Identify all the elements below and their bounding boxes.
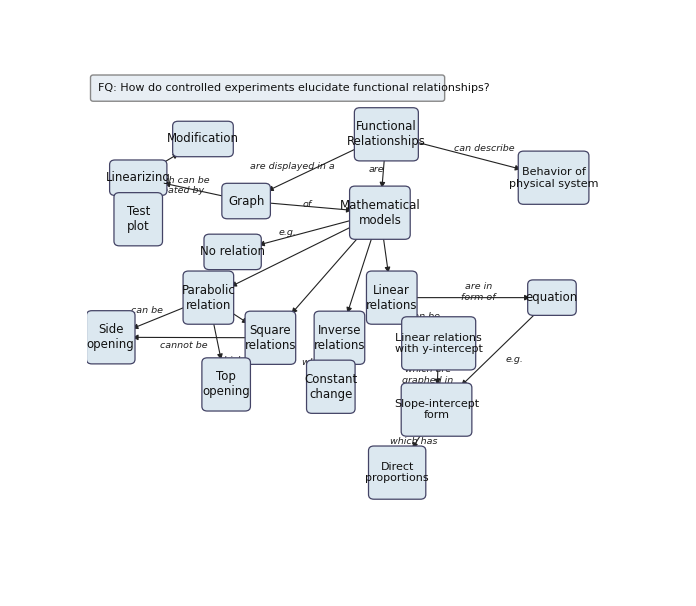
Text: Linear relations
with y-intercept: Linear relations with y-intercept xyxy=(395,333,482,354)
FancyBboxPatch shape xyxy=(314,311,365,364)
Text: of: of xyxy=(303,200,312,209)
FancyBboxPatch shape xyxy=(528,280,576,315)
Text: e.g.: e.g. xyxy=(506,355,523,364)
FancyBboxPatch shape xyxy=(86,311,135,364)
Text: Test
plot: Test plot xyxy=(127,205,150,233)
Text: FQ: How do controlled experiments elucidate functional relationships?: FQ: How do controlled experiments elucid… xyxy=(97,83,489,93)
Text: equation: equation xyxy=(526,291,578,304)
Text: are: are xyxy=(368,165,384,174)
Text: Side
opening: Side opening xyxy=(87,323,134,351)
FancyBboxPatch shape xyxy=(204,234,261,270)
Text: which have: which have xyxy=(301,359,356,367)
Text: e.g.: e.g. xyxy=(278,228,296,238)
Text: which are
graphed in: which are graphed in xyxy=(402,365,454,385)
Text: Slope-intercept
form: Slope-intercept form xyxy=(394,399,479,421)
Text: Inverse
relations: Inverse relations xyxy=(314,324,365,351)
FancyBboxPatch shape xyxy=(173,121,233,157)
FancyBboxPatch shape xyxy=(349,186,410,239)
Text: Behavior of
physical system: Behavior of physical system xyxy=(509,167,599,188)
FancyBboxPatch shape xyxy=(354,108,418,161)
Text: which has: which has xyxy=(390,437,437,446)
FancyBboxPatch shape xyxy=(109,160,167,196)
FancyBboxPatch shape xyxy=(202,358,251,411)
FancyBboxPatch shape xyxy=(519,151,589,204)
Text: can be: can be xyxy=(408,312,440,321)
FancyBboxPatch shape xyxy=(401,383,472,436)
Text: are in
form of: are in form of xyxy=(461,282,496,302)
Text: can be: can be xyxy=(132,306,164,315)
FancyBboxPatch shape xyxy=(90,75,445,101)
Text: Constant
change: Constant change xyxy=(304,373,358,401)
Text: Modification: Modification xyxy=(167,133,239,145)
Text: Graph: Graph xyxy=(228,195,264,207)
Text: Top
opening: Top opening xyxy=(203,370,250,398)
Text: Linear
relations: Linear relations xyxy=(366,284,418,311)
Text: No relation: No relation xyxy=(200,245,265,258)
FancyBboxPatch shape xyxy=(245,311,296,364)
Text: can describe: can describe xyxy=(454,144,515,153)
FancyBboxPatch shape xyxy=(367,271,417,324)
FancyBboxPatch shape xyxy=(306,360,355,413)
Text: Square
relations: Square relations xyxy=(245,324,296,351)
Text: are displayed in a: are displayed in a xyxy=(250,162,334,170)
FancyBboxPatch shape xyxy=(183,271,234,324)
Text: cannot be: cannot be xyxy=(160,341,208,350)
FancyBboxPatch shape xyxy=(402,317,475,370)
Text: Linearizing: Linearizing xyxy=(106,171,171,184)
Text: which are: which are xyxy=(216,356,262,365)
Text: Functional
Relationships: Functional Relationships xyxy=(347,121,426,148)
FancyBboxPatch shape xyxy=(114,193,163,246)
FancyBboxPatch shape xyxy=(222,183,270,219)
Text: which can be
created by: which can be created by xyxy=(148,176,210,195)
Text: Mathematical
models: Mathematical models xyxy=(340,199,420,227)
Text: Parabolic
relation: Parabolic relation xyxy=(182,284,235,311)
FancyBboxPatch shape xyxy=(368,446,426,499)
Text: Direct
proportions: Direct proportions xyxy=(365,462,429,484)
